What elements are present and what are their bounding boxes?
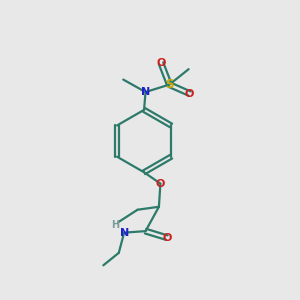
Text: O: O xyxy=(156,178,165,189)
Text: H: H xyxy=(111,220,119,230)
Text: N: N xyxy=(141,87,150,97)
Text: N: N xyxy=(119,228,129,238)
Text: O: O xyxy=(162,233,172,243)
Text: O: O xyxy=(156,58,166,68)
Text: O: O xyxy=(185,88,194,98)
Text: S: S xyxy=(165,78,174,91)
